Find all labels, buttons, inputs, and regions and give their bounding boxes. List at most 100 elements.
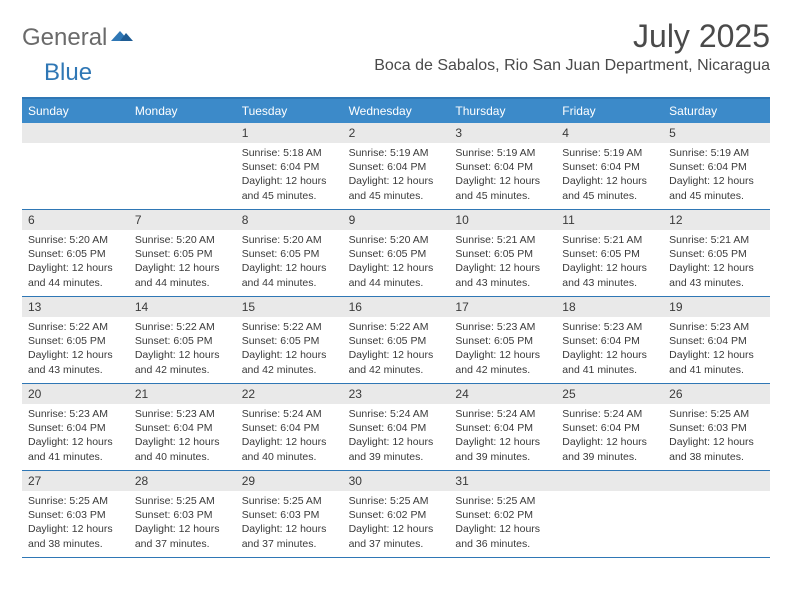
dow-header-row: Sunday Monday Tuesday Wednesday Thursday… <box>22 99 770 123</box>
day-cell <box>129 123 236 209</box>
day-details: Sunrise: 5:23 AMSunset: 6:04 PMDaylight:… <box>129 404 236 470</box>
day-cell: 1Sunrise: 5:18 AMSunset: 6:04 PMDaylight… <box>236 123 343 209</box>
day-details: Sunrise: 5:23 AMSunset: 6:04 PMDaylight:… <box>663 317 770 383</box>
day-number <box>663 471 770 491</box>
day-details: Sunrise: 5:25 AMSunset: 6:03 PMDaylight:… <box>129 491 236 557</box>
day-number: 14 <box>129 297 236 317</box>
day-number: 2 <box>343 123 450 143</box>
day-details: Sunrise: 5:23 AMSunset: 6:04 PMDaylight:… <box>22 404 129 470</box>
day-cell <box>22 123 129 209</box>
day-details: Sunrise: 5:19 AMSunset: 6:04 PMDaylight:… <box>556 143 663 209</box>
day-cell: 21Sunrise: 5:23 AMSunset: 6:04 PMDayligh… <box>129 384 236 470</box>
location-subtitle: Boca de Sabalos, Rio San Juan Department… <box>374 57 770 75</box>
day-number: 31 <box>449 471 556 491</box>
day-cell: 17Sunrise: 5:23 AMSunset: 6:05 PMDayligh… <box>449 297 556 383</box>
day-cell: 15Sunrise: 5:22 AMSunset: 6:05 PMDayligh… <box>236 297 343 383</box>
day-number <box>22 123 129 143</box>
day-cell: 19Sunrise: 5:23 AMSunset: 6:04 PMDayligh… <box>663 297 770 383</box>
day-number: 11 <box>556 210 663 230</box>
day-cell: 8Sunrise: 5:20 AMSunset: 6:05 PMDaylight… <box>236 210 343 296</box>
day-details: Sunrise: 5:19 AMSunset: 6:04 PMDaylight:… <box>343 143 450 209</box>
day-cell: 18Sunrise: 5:23 AMSunset: 6:04 PMDayligh… <box>556 297 663 383</box>
day-number: 23 <box>343 384 450 404</box>
day-details: Sunrise: 5:25 AMSunset: 6:02 PMDaylight:… <box>343 491 450 557</box>
day-number: 12 <box>663 210 770 230</box>
day-number: 15 <box>236 297 343 317</box>
day-cell: 26Sunrise: 5:25 AMSunset: 6:03 PMDayligh… <box>663 384 770 470</box>
day-details: Sunrise: 5:19 AMSunset: 6:04 PMDaylight:… <box>663 143 770 209</box>
day-details: Sunrise: 5:23 AMSunset: 6:05 PMDaylight:… <box>449 317 556 383</box>
dow-saturday: Saturday <box>663 99 770 123</box>
day-number: 20 <box>22 384 129 404</box>
day-details: Sunrise: 5:25 AMSunset: 6:03 PMDaylight:… <box>22 491 129 557</box>
day-cell: 30Sunrise: 5:25 AMSunset: 6:02 PMDayligh… <box>343 471 450 557</box>
day-number: 7 <box>129 210 236 230</box>
day-cell: 22Sunrise: 5:24 AMSunset: 6:04 PMDayligh… <box>236 384 343 470</box>
day-cell <box>556 471 663 557</box>
day-cell: 9Sunrise: 5:20 AMSunset: 6:05 PMDaylight… <box>343 210 450 296</box>
day-number: 9 <box>343 210 450 230</box>
day-number: 10 <box>449 210 556 230</box>
day-details: Sunrise: 5:21 AMSunset: 6:05 PMDaylight:… <box>449 230 556 296</box>
week-row: 6Sunrise: 5:20 AMSunset: 6:05 PMDaylight… <box>22 210 770 297</box>
dow-tuesday: Tuesday <box>236 99 343 123</box>
logo: General <box>22 18 135 52</box>
dow-wednesday: Wednesday <box>343 99 450 123</box>
day-cell: 23Sunrise: 5:24 AMSunset: 6:04 PMDayligh… <box>343 384 450 470</box>
day-details: Sunrise: 5:19 AMSunset: 6:04 PMDaylight:… <box>449 143 556 209</box>
day-details: Sunrise: 5:22 AMSunset: 6:05 PMDaylight:… <box>236 317 343 383</box>
day-number: 3 <box>449 123 556 143</box>
day-details: Sunrise: 5:22 AMSunset: 6:05 PMDaylight:… <box>22 317 129 383</box>
day-details: Sunrise: 5:22 AMSunset: 6:05 PMDaylight:… <box>343 317 450 383</box>
day-number: 22 <box>236 384 343 404</box>
day-number: 25 <box>556 384 663 404</box>
day-details: Sunrise: 5:24 AMSunset: 6:04 PMDaylight:… <box>449 404 556 470</box>
day-cell: 11Sunrise: 5:21 AMSunset: 6:05 PMDayligh… <box>556 210 663 296</box>
day-number: 18 <box>556 297 663 317</box>
day-details: Sunrise: 5:20 AMSunset: 6:05 PMDaylight:… <box>129 230 236 296</box>
day-cell: 3Sunrise: 5:19 AMSunset: 6:04 PMDaylight… <box>449 123 556 209</box>
day-number: 28 <box>129 471 236 491</box>
day-number: 19 <box>663 297 770 317</box>
week-row: 27Sunrise: 5:25 AMSunset: 6:03 PMDayligh… <box>22 471 770 558</box>
day-cell: 29Sunrise: 5:25 AMSunset: 6:03 PMDayligh… <box>236 471 343 557</box>
day-number: 30 <box>343 471 450 491</box>
day-details: Sunrise: 5:24 AMSunset: 6:04 PMDaylight:… <box>556 404 663 470</box>
day-cell: 31Sunrise: 5:25 AMSunset: 6:02 PMDayligh… <box>449 471 556 557</box>
day-cell: 6Sunrise: 5:20 AMSunset: 6:05 PMDaylight… <box>22 210 129 296</box>
day-cell: 25Sunrise: 5:24 AMSunset: 6:04 PMDayligh… <box>556 384 663 470</box>
title-block: July 2025 Boca de Sabalos, Rio San Juan … <box>374 18 770 75</box>
day-cell <box>663 471 770 557</box>
day-details: Sunrise: 5:21 AMSunset: 6:05 PMDaylight:… <box>556 230 663 296</box>
day-cell: 20Sunrise: 5:23 AMSunset: 6:04 PMDayligh… <box>22 384 129 470</box>
logo-flag-icon <box>111 27 133 50</box>
day-details: Sunrise: 5:25 AMSunset: 6:02 PMDaylight:… <box>449 491 556 557</box>
day-number: 27 <box>22 471 129 491</box>
day-number: 5 <box>663 123 770 143</box>
logo-text-general: General <box>22 24 107 52</box>
logo-text-blue: Blue <box>22 59 92 87</box>
calendar: Sunday Monday Tuesday Wednesday Thursday… <box>22 97 770 558</box>
day-details: Sunrise: 5:20 AMSunset: 6:05 PMDaylight:… <box>22 230 129 296</box>
day-cell: 24Sunrise: 5:24 AMSunset: 6:04 PMDayligh… <box>449 384 556 470</box>
day-cell: 4Sunrise: 5:19 AMSunset: 6:04 PMDaylight… <box>556 123 663 209</box>
week-row: 1Sunrise: 5:18 AMSunset: 6:04 PMDaylight… <box>22 123 770 210</box>
week-row: 13Sunrise: 5:22 AMSunset: 6:05 PMDayligh… <box>22 297 770 384</box>
day-number <box>129 123 236 143</box>
day-details: Sunrise: 5:20 AMSunset: 6:05 PMDaylight:… <box>343 230 450 296</box>
weeks-container: 1Sunrise: 5:18 AMSunset: 6:04 PMDaylight… <box>22 123 770 558</box>
day-details: Sunrise: 5:18 AMSunset: 6:04 PMDaylight:… <box>236 143 343 209</box>
week-row: 20Sunrise: 5:23 AMSunset: 6:04 PMDayligh… <box>22 384 770 471</box>
dow-thursday: Thursday <box>449 99 556 123</box>
day-cell: 27Sunrise: 5:25 AMSunset: 6:03 PMDayligh… <box>22 471 129 557</box>
day-number: 21 <box>129 384 236 404</box>
day-number: 17 <box>449 297 556 317</box>
day-cell: 10Sunrise: 5:21 AMSunset: 6:05 PMDayligh… <box>449 210 556 296</box>
day-cell: 14Sunrise: 5:22 AMSunset: 6:05 PMDayligh… <box>129 297 236 383</box>
day-number: 1 <box>236 123 343 143</box>
day-number: 26 <box>663 384 770 404</box>
day-details: Sunrise: 5:25 AMSunset: 6:03 PMDaylight:… <box>663 404 770 470</box>
day-number: 13 <box>22 297 129 317</box>
day-details: Sunrise: 5:20 AMSunset: 6:05 PMDaylight:… <box>236 230 343 296</box>
day-cell: 5Sunrise: 5:19 AMSunset: 6:04 PMDaylight… <box>663 123 770 209</box>
